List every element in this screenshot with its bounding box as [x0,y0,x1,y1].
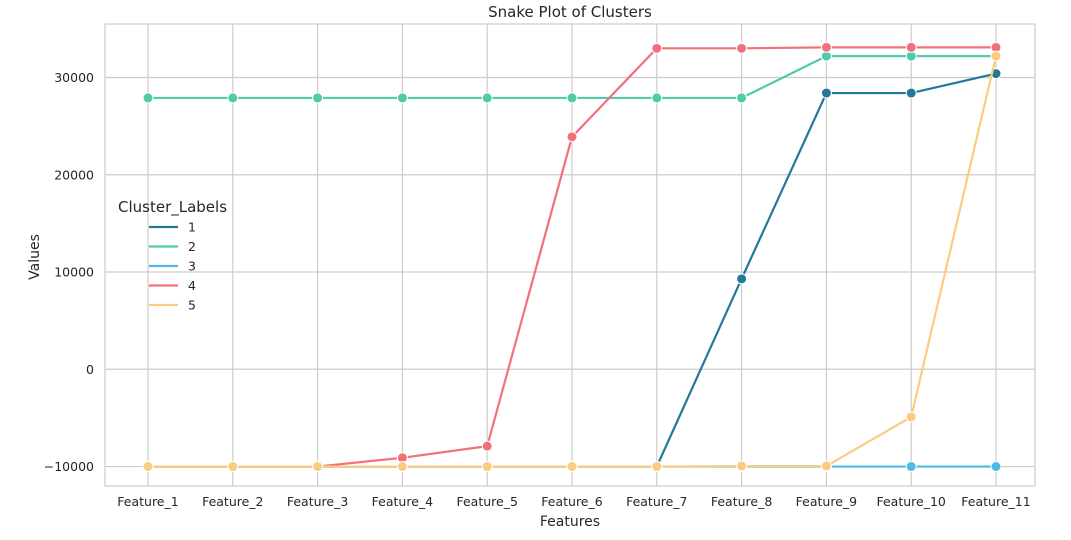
x-tick-label: Feature_5 [456,494,517,509]
data-point [736,273,748,285]
data-point [820,87,832,99]
data-point [227,92,239,104]
data-point [566,461,578,473]
y-tick-label: 20000 [54,167,94,182]
legend-label: 5 [188,298,196,313]
y-axis-label: Values [27,234,43,280]
data-point [905,87,917,99]
data-point [142,461,154,473]
legend-item-1: 1 [149,220,196,235]
legend-title: Cluster_Labels [118,198,227,217]
legend-item-5: 5 [149,298,196,313]
legend-item-3: 3 [149,259,196,274]
legend-label: 2 [188,239,196,254]
data-point [736,92,748,104]
data-point [481,461,493,473]
data-point [736,42,748,54]
legend-label: 3 [188,259,196,274]
legend-item-2: 2 [149,239,196,254]
data-point [566,92,578,104]
x-tick-label: Feature_3 [287,494,348,509]
x-tick-label: Feature_4 [372,494,433,509]
data-point [651,461,663,473]
data-point [312,461,324,473]
data-point [990,461,1002,473]
x-tick-label: Feature_11 [961,494,1030,509]
x-axis-label: Features [540,514,600,530]
series-5 [142,50,1002,473]
legend: Cluster_Labels 1 2 3 4 5 [118,198,227,313]
data-point [566,131,578,143]
data-point [905,461,917,473]
data-point [481,92,493,104]
x-tick-label: Feature_1 [117,494,178,509]
data-point [481,440,493,452]
x-tick-label: Feature_6 [541,494,602,509]
x-tick-label: Feature_2 [202,494,263,509]
x-tick-label: Feature_9 [796,494,857,509]
data-point [651,92,663,104]
legend-item-4: 4 [149,278,196,293]
data-point [820,41,832,53]
data-point [312,92,324,104]
data-point [820,460,832,472]
legend-label: 4 [188,278,196,293]
y-tick-label: 0 [86,362,94,377]
y-tick-label: 10000 [54,265,94,280]
data-point [736,460,748,472]
data-point [990,50,1002,62]
data-point [905,41,917,53]
data-point [651,42,663,54]
chart-title: Snake Plot of Clusters [488,3,652,21]
data-point [227,461,239,473]
legend-label: 1 [188,220,196,235]
plot-frame [104,23,1036,487]
x-tick-label: Feature_10 [876,494,945,509]
y-tick-label: −10000 [44,459,94,474]
data-point [396,92,408,104]
data-point [905,411,917,423]
x-tick-label: Feature_7 [626,494,687,509]
y-tick-label: 30000 [54,70,94,85]
data-point [396,461,408,473]
x-tick-label: Feature_8 [711,494,772,509]
data-point [142,92,154,104]
